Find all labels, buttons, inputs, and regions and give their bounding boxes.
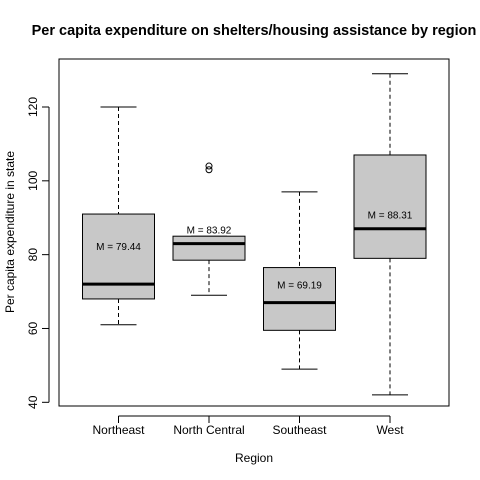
box-west: M = 88.31 [353, 73, 427, 396]
x-axis: Northeast North Central Southeast West [92, 415, 404, 437]
iqr-box [172, 235, 246, 261]
x-tick-label: North Central [173, 423, 244, 437]
mean-label: M = 83.92 [187, 225, 232, 236]
y-tick-label: 100 [26, 170, 40, 190]
mean-label: M = 79.44 [96, 242, 141, 253]
mean-label: M = 69.19 [277, 281, 322, 292]
chart-title: Per capita expenditure on shelters/housi… [32, 23, 477, 39]
y-tick-label: 120 [26, 97, 40, 117]
iqr-box [82, 213, 155, 300]
iqr-box [263, 267, 336, 331]
plot-area-frame [58, 58, 450, 407]
x-tick-label: West [376, 423, 404, 437]
y-axis: 40 60 80 100 120 [26, 97, 50, 409]
y-axis-label: Per capita expenditure in state [3, 151, 17, 313]
boxes: M = 79.44 M = 83.92 M = 69.19 M = 88.31 [82, 73, 427, 396]
mean-label: M = 88.31 [368, 211, 413, 222]
x-axis-label: Region [235, 451, 273, 465]
outlier-point [205, 162, 213, 170]
y-tick-label: 60 [26, 321, 40, 335]
box-northeast: M = 79.44 [82, 106, 155, 326]
outlier-point [205, 166, 213, 174]
x-tick-label: Southeast [272, 423, 327, 437]
y-tick-label: 80 [26, 248, 40, 262]
y-tick-label: 40 [26, 395, 40, 409]
iqr-box [353, 154, 427, 259]
box-southeast: M = 69.19 [263, 191, 336, 370]
x-tick-label: Northeast [92, 423, 145, 437]
box-north-central: M = 83.92 [172, 162, 246, 296]
